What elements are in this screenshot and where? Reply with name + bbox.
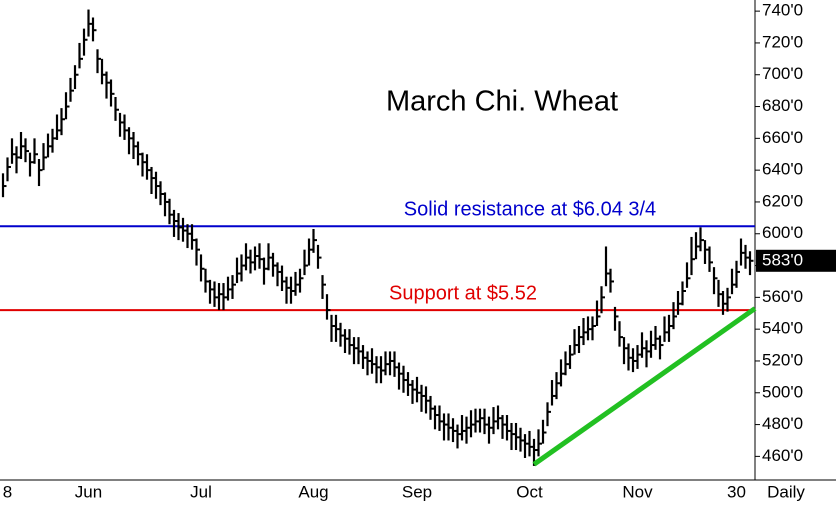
y-tick-label: 500'0 — [762, 382, 803, 401]
y-tick-label: 460'0 — [762, 446, 803, 465]
level-label: Support at $5.52 — [389, 282, 537, 304]
y-tick-label: 620'0 — [762, 191, 803, 210]
x-tick-label: 30 — [727, 482, 746, 501]
x-tick-label: Aug — [298, 482, 328, 501]
x-tick-label: Jul — [190, 482, 212, 501]
period-label: Daily — [767, 482, 805, 501]
last-price-box — [756, 249, 836, 272]
last-price-label: 583'0 — [762, 250, 803, 269]
y-tick-label: 600'0 — [762, 223, 803, 242]
y-tick-label: 720'0 — [762, 32, 803, 51]
y-tick-label: 740'0 — [762, 1, 803, 20]
y-tick-label: 640'0 — [762, 160, 803, 179]
y-tick-label: 700'0 — [762, 64, 803, 83]
x-tick-label: 8 — [3, 482, 12, 501]
x-tick-label: Oct — [516, 482, 543, 501]
y-tick-label: 520'0 — [762, 350, 803, 369]
chart-title: March Chi. Wheat — [386, 86, 618, 118]
y-tick-label: 680'0 — [762, 96, 803, 115]
x-tick-label: Jun — [75, 482, 102, 501]
y-tick-label: 660'0 — [762, 128, 803, 147]
trend-line — [532, 306, 757, 467]
y-tick-label: 540'0 — [762, 319, 803, 338]
y-tick-label: 480'0 — [762, 414, 803, 433]
x-tick-label: Sep — [402, 482, 432, 501]
y-tick-label: 560'0 — [762, 287, 803, 306]
x-tick-label: Nov — [622, 482, 653, 501]
level-label: Solid resistance at $6.04 3/4 — [404, 198, 656, 220]
